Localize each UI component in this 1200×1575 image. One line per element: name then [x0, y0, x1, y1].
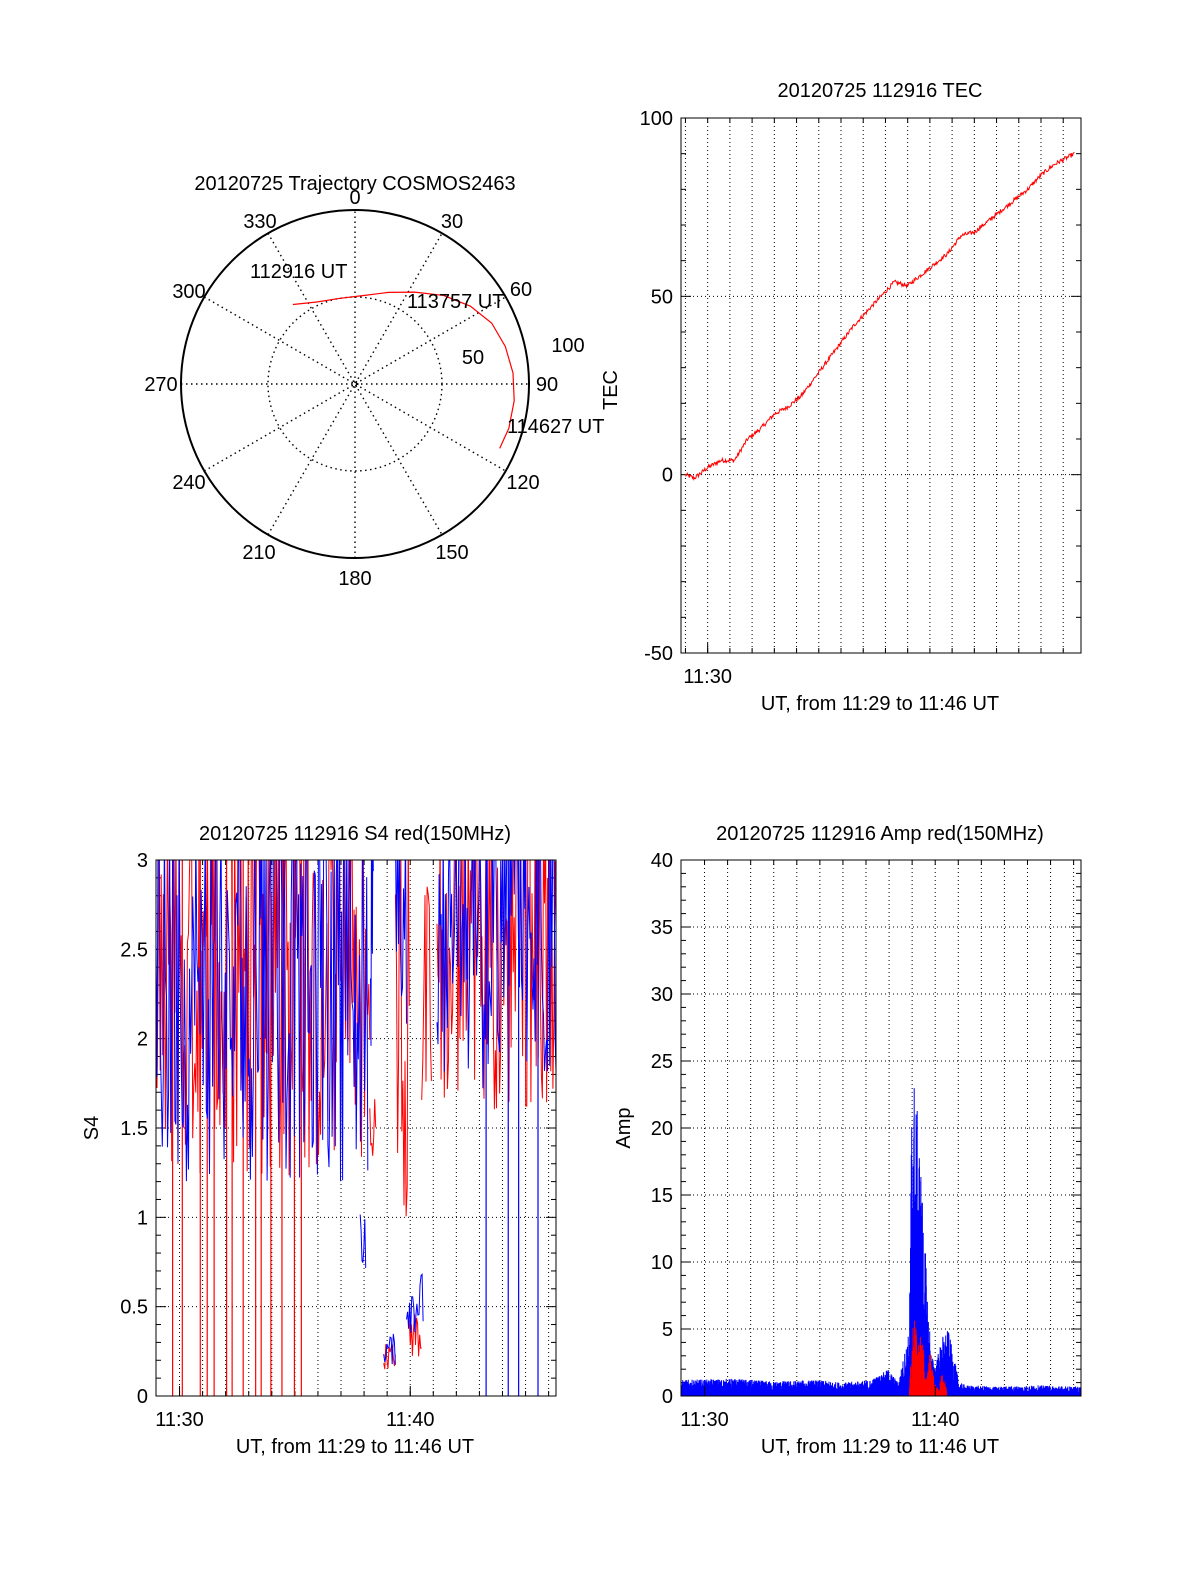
y-tick-label: 5 [662, 1319, 673, 1341]
polar-title: 20120725 Trajectory COSMOS2463 [194, 173, 515, 195]
s4-red-segment [369, 1099, 377, 1156]
tec-plot-frame [680, 117, 1082, 654]
polar-spoke [203, 296, 507, 472]
polar-spoke [267, 232, 443, 536]
tec-title: 20120725 112916 TEC [778, 80, 983, 102]
radius-label-50: 50 [462, 347, 484, 369]
x-tick-label: 11:30 [683, 666, 732, 688]
s4-blue-segment [156, 860, 369, 1182]
trajectory-end-label: 114627 UT [507, 416, 604, 438]
y-tick-label: 1.5 [120, 1118, 148, 1140]
trajectory-mid-label: 113757 UT [407, 291, 504, 313]
x-tick-label: 11:30 [155, 1409, 204, 1431]
amp-panel: 20120725 112916 Amp red(150MHz) 0 5 10 15 20… [613, 823, 1082, 1458]
s4-blue-segment [436, 860, 556, 1089]
amp-grid [681, 859, 1081, 1397]
radius-label-100: 100 [551, 335, 584, 357]
trajectory-start-label: 112916 UT [250, 261, 347, 283]
tec-data [684, 151, 1075, 481]
amp-title: 20120725 112916 Amp red(150MHz) [716, 823, 1044, 845]
s4-plot-frame [155, 859, 557, 1397]
azimuth-label-0: 0 [349, 187, 360, 209]
y-tick-label: 0 [662, 1386, 673, 1408]
tec-xlabel: UT, from 11:29 to 11:46 UT [761, 693, 999, 715]
s4-red-segment [156, 860, 371, 1176]
y-tick-label: 40 [651, 850, 673, 872]
azimuth-label-150: 150 [435, 542, 468, 564]
azimuth-label-270: 270 [144, 374, 177, 396]
x-tick-label: 11:40 [911, 1409, 960, 1431]
x-tick-label: 11:30 [680, 1409, 729, 1431]
tec-grid [681, 117, 1081, 654]
azimuth-label-330: 330 [243, 211, 276, 233]
y-tick-label: 25 [651, 1051, 673, 1073]
azimuth-label-90: 90 [536, 374, 558, 396]
azimuth-label-30: 30 [441, 211, 463, 233]
s4-axis-ticks: 0 0.5 1 1.5 2 2.5 3 11:30 11:40 [120, 850, 434, 1431]
y-tick-label: 2 [137, 1029, 148, 1051]
polar-trajectory-panel: 20120725 Trajectory COSMOS2463 0 30 60 90 12… [144, 173, 622, 590]
s4-red-segment [383, 1344, 396, 1370]
s4-blue-segment [406, 1273, 424, 1333]
s4-title: 20120725 112916 S4 red(150MHz) [199, 823, 511, 845]
y-tick-label: 1 [137, 1207, 148, 1229]
s4-data [156, 860, 556, 1396]
amp-ylabel: Amp [613, 1107, 635, 1148]
azimuth-labels: 0 30 60 90 120 150 180 210 240 270 300 330 [144, 187, 558, 590]
amp-axis-ticks: 0 5 10 15 20 25 30 35 40 11:30 11:40 [651, 850, 960, 1431]
s4-blue-segment [359, 1214, 367, 1269]
amp-xlabel: UT, from 11:29 to 11:46 UT [761, 1436, 999, 1458]
trajectory-line [292, 291, 515, 449]
s4-ylabel: S4 [81, 1116, 103, 1140]
azimuth-label-210: 210 [242, 542, 275, 564]
polar-center [351, 380, 359, 388]
y-tick-label: 10 [651, 1252, 673, 1274]
y-tick-label: 100 [640, 108, 673, 130]
y-tick-label: 20 [651, 1118, 673, 1140]
s4-blue-segment [370, 860, 374, 1046]
polar-inner-circle [267, 296, 443, 472]
s4-panel: 20120725 112916 S4 red(150MHz) 0 0.5 1 1.5 2… [81, 823, 557, 1458]
azimuth-label-300: 300 [172, 281, 205, 303]
s4-blue-segment [383, 1333, 396, 1365]
y-tick-label: 2.5 [120, 939, 148, 961]
y-tick-label: 0.5 [120, 1297, 148, 1319]
amp-plot-frame [680, 859, 1082, 1397]
y-tick-label: -50 [644, 643, 673, 665]
y-tick-label: 15 [651, 1185, 673, 1207]
polar-spoke [267, 232, 443, 536]
x-tick-label: 11:40 [386, 1409, 435, 1431]
tec-axis-ticks: -50 0 50 100 11:30 [640, 108, 732, 688]
amp-blue-series [681, 1088, 1081, 1396]
y-tick-label: 35 [651, 917, 673, 939]
s4-blue-segment [395, 860, 407, 1024]
radius-labels: 50 100 [462, 335, 585, 369]
tec-panel: 20120725 112916 TEC -50 0 50 100 11:30 UT, f… [640, 80, 1082, 715]
azimuth-label-180: 180 [338, 568, 371, 590]
y-tick-label: 3 [137, 850, 148, 872]
polar-grid [180, 209, 530, 559]
y-tick-label: 30 [651, 984, 673, 1006]
azimuth-label-240: 240 [172, 472, 205, 494]
s4-xlabel: UT, from 11:29 to 11:46 UT [236, 1436, 474, 1458]
y-tick-label: 0 [137, 1386, 148, 1408]
amp-data [681, 1088, 1081, 1396]
y-tick-label: 0 [662, 465, 673, 487]
polar-spoke [203, 296, 507, 472]
s4-red-segment [394, 860, 410, 1217]
y-tick-label: 50 [651, 286, 673, 308]
polar-tec-label: TEC [600, 370, 622, 410]
tec-series-line [684, 151, 1075, 481]
azimuth-label-120: 120 [506, 472, 539, 494]
s4-red-segment [421, 886, 432, 1100]
azimuth-label-60: 60 [510, 279, 532, 301]
amp-red-series [908, 1320, 948, 1396]
